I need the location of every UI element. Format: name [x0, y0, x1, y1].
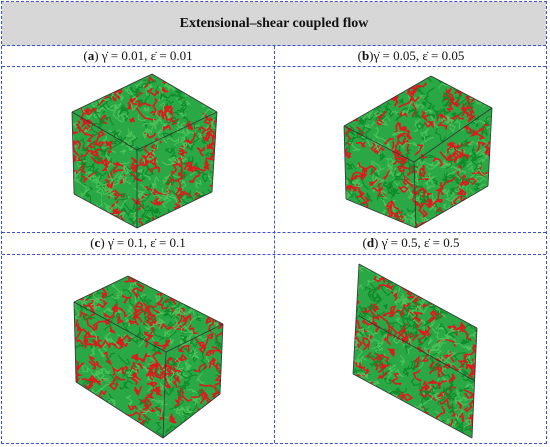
panel-b-simulation-box-image [343, 75, 493, 229]
panel-d-simulation-box-image [352, 263, 478, 439]
panel-c-simulation-box-image [73, 275, 224, 439]
column-divider [274, 46, 275, 443]
row-divider [2, 66, 546, 67]
row-divider [2, 254, 546, 255]
figure-title: Extensional–shear coupled flow [2, 2, 546, 46]
row-divider [2, 232, 546, 233]
panel-a-caption: (a) γ̇ = 0.01, ε̇ = 0.01 [83, 48, 193, 63]
panel-c-caption: (c) γ̇ = 0.1, ε̇ = 0.1 [90, 235, 186, 250]
panel-b-caption: (b)γ̇ = 0.05, ε̇ = 0.05 [357, 48, 465, 63]
panel-d-caption: (d) γ̇ = 0.5, ε̇ = 0.5 [362, 235, 460, 250]
panel-a-simulation-box-image [71, 73, 218, 229]
